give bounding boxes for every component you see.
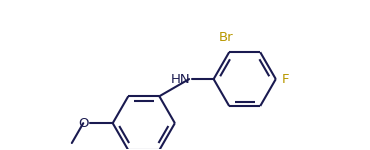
Text: O: O — [78, 117, 89, 130]
Text: F: F — [282, 73, 289, 86]
Text: Br: Br — [219, 31, 233, 44]
Text: HN: HN — [171, 73, 191, 86]
